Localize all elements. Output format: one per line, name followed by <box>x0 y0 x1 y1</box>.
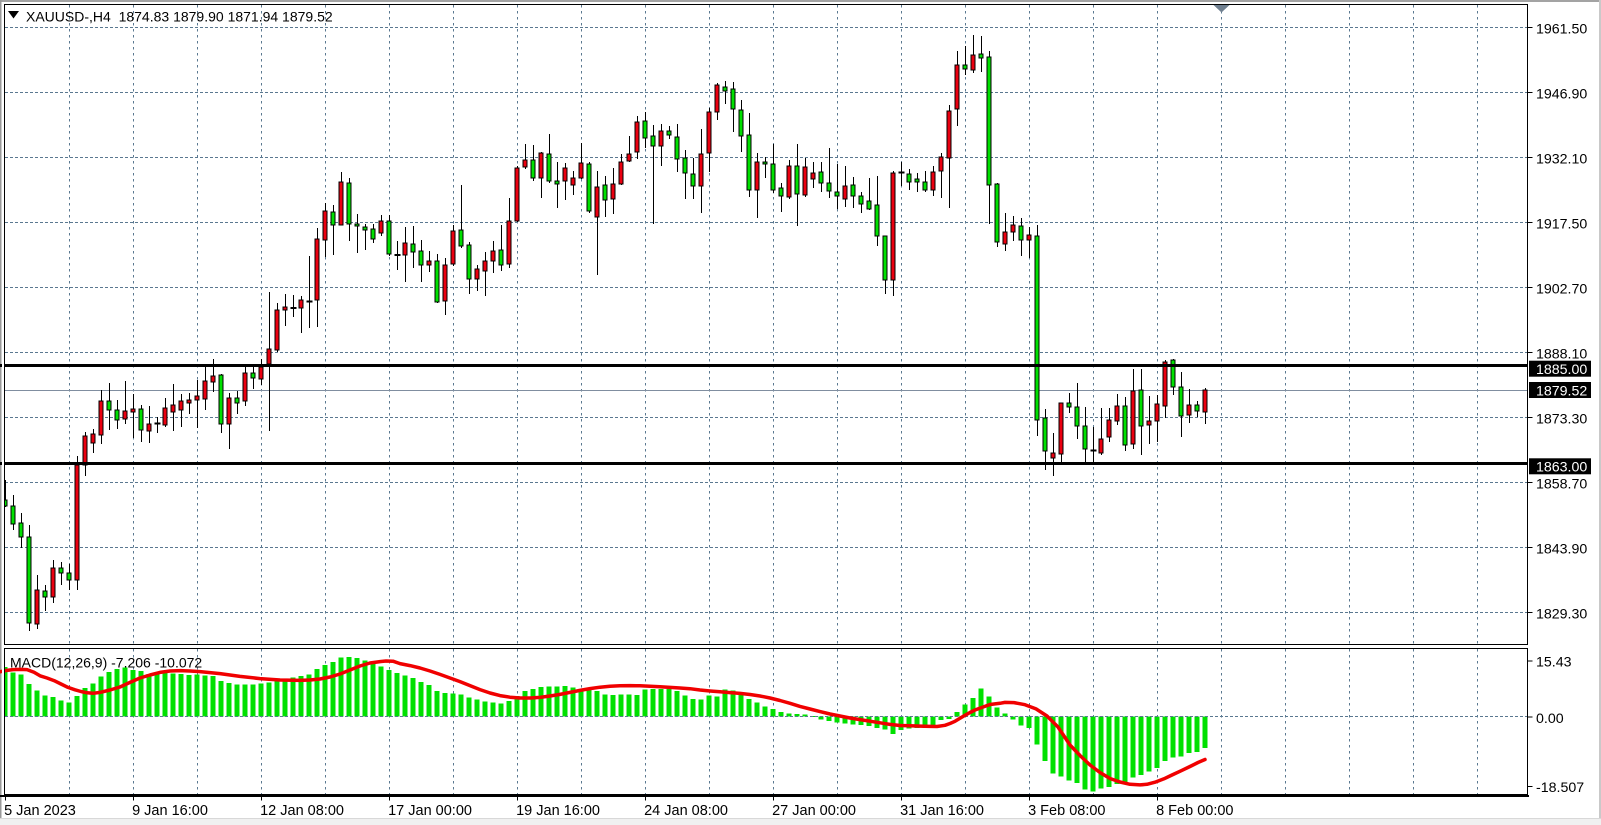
svg-text:1888.10: 1888.10 <box>1536 346 1587 362</box>
svg-text:31 Jan 16:00: 31 Jan 16:00 <box>900 803 984 819</box>
svg-text:15.43: 15.43 <box>1536 655 1572 671</box>
svg-text:-18.507: -18.507 <box>1536 780 1584 796</box>
svg-text:24 Jan 08:00: 24 Jan 08:00 <box>644 803 728 819</box>
svg-text:1961.50: 1961.50 <box>1536 21 1587 37</box>
svg-text:19 Jan 16:00: 19 Jan 16:00 <box>516 803 600 819</box>
svg-text:3 Feb 08:00: 3 Feb 08:00 <box>1028 803 1105 819</box>
svg-text:5 Jan 2023: 5 Jan 2023 <box>4 803 76 819</box>
svg-text:1885.00: 1885.00 <box>1536 362 1587 378</box>
svg-text:1873.30: 1873.30 <box>1536 411 1587 427</box>
svg-text:MACD(12,26,9) -7.206 -10.072: MACD(12,26,9) -7.206 -10.072 <box>10 655 202 671</box>
svg-text:27 Jan 00:00: 27 Jan 00:00 <box>772 803 856 819</box>
svg-text:1902.70: 1902.70 <box>1536 281 1587 297</box>
svg-text:9 Jan 16:00: 9 Jan 16:00 <box>132 803 208 819</box>
svg-text:1863.00: 1863.00 <box>1536 460 1587 476</box>
svg-text:17 Jan 00:00: 17 Jan 00:00 <box>388 803 472 819</box>
svg-text:0.00: 0.00 <box>1536 711 1564 727</box>
svg-text:1917.50: 1917.50 <box>1536 216 1587 232</box>
svg-text:1858.70: 1858.70 <box>1536 476 1587 492</box>
svg-text:8 Feb 00:00: 8 Feb 00:00 <box>1156 803 1233 819</box>
svg-text:12 Jan 08:00: 12 Jan 08:00 <box>260 803 344 819</box>
svg-text:1879.52: 1879.52 <box>1536 383 1587 399</box>
svg-text:XAUUSD-,H4 1874.83 1879.90 18: XAUUSD-,H4 1874.83 1879.90 1871.94 1879.… <box>26 9 333 25</box>
svg-text:1829.30: 1829.30 <box>1536 606 1587 622</box>
svg-text:1932.10: 1932.10 <box>1536 151 1587 167</box>
svg-text:1946.90: 1946.90 <box>1536 86 1587 102</box>
svg-text:1843.90: 1843.90 <box>1536 541 1587 557</box>
